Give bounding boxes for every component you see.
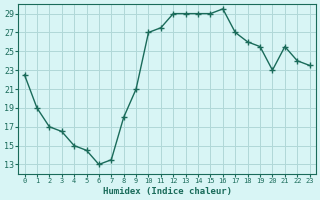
X-axis label: Humidex (Indice chaleur): Humidex (Indice chaleur) bbox=[103, 187, 232, 196]
